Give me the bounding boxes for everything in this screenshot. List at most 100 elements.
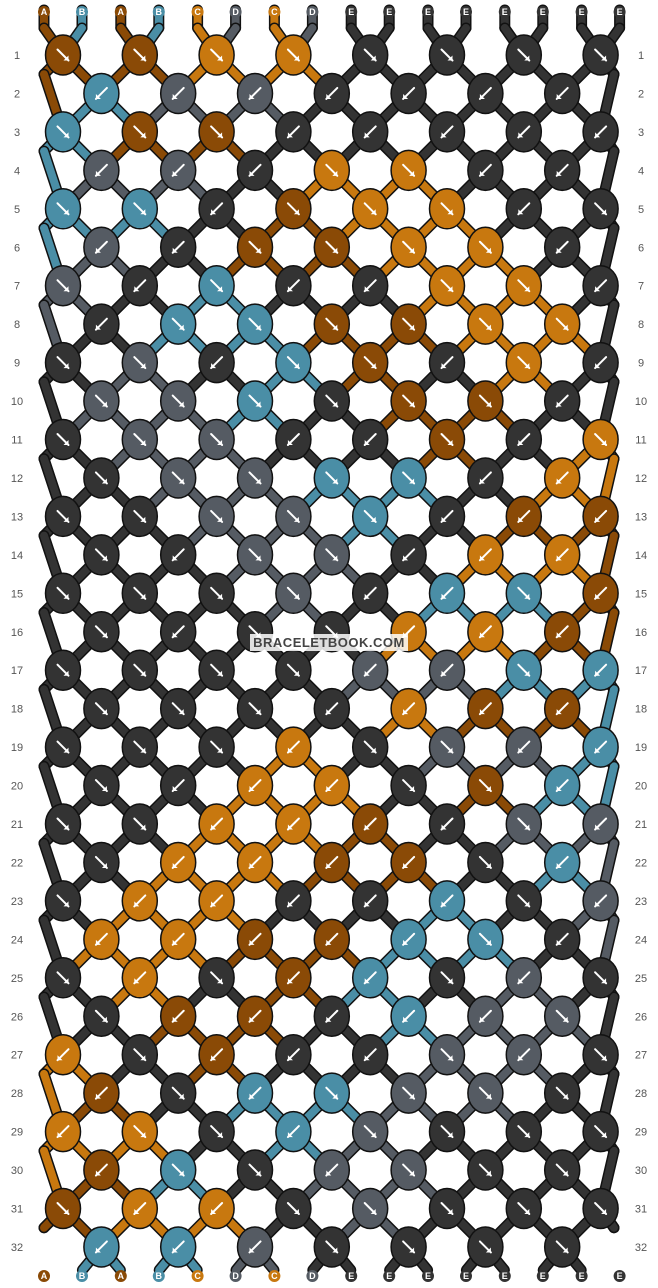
row-number-right: 2 [638,88,644,100]
arrow-head-icon [556,170,562,176]
row-number-left: 10 [11,396,23,408]
arrow-head-icon [562,1093,568,1099]
row-number-right: 19 [635,742,647,754]
row-number-right: 6 [638,242,644,254]
arrow-head-icon [211,824,217,830]
arrow-head-icon [140,132,146,138]
row-number-left: 17 [11,665,23,677]
arrow-head-icon [556,93,562,99]
arrow-head-icon [217,978,223,984]
arrow-head-icon [447,978,453,984]
arrow-head-icon [134,901,140,907]
arrow-head-icon [101,555,107,561]
arrow-head-icon [364,901,370,907]
arrow-head-icon [441,670,447,676]
row-number-left: 2 [14,88,20,100]
arrow-head-icon [287,1055,293,1061]
arrow-head-icon [63,978,69,984]
arrow-head-icon [217,670,223,676]
row-number-right: 7 [638,281,644,293]
arrow-head-icon [255,324,261,330]
arrow-head-icon [556,632,562,638]
arrow-head-icon [595,747,601,753]
arrow-head-icon [326,862,332,868]
arrow-head-icon [63,516,69,522]
strand-letter-badge [76,6,88,18]
arrow-head-icon [447,1132,453,1138]
strand-letter: E [348,7,354,17]
arrow-head-icon [524,1209,530,1214]
row-number-right: 27 [635,1050,647,1062]
arrow-head-icon [556,709,562,715]
strand-letter: A [41,7,48,17]
watermark-text: BRACELETBOOK.COM [253,635,405,650]
arrow-head-icon [101,632,107,638]
strand-letter-badge [536,1270,549,1282]
arrow-head-icon [562,1016,568,1022]
row-number-left: 31 [11,1204,23,1216]
row-number-left: 6 [14,242,20,254]
arrow-head-icon [409,324,415,330]
arrow-head-icon [441,824,447,830]
arrow-head-icon [409,1247,415,1253]
row-number-right: 15 [635,588,647,600]
row-number-right: 32 [635,1242,647,1254]
row-number-left: 14 [11,550,23,562]
arrow-head-icon [403,939,409,945]
arrow-head-icon [485,1247,491,1253]
arrow-head-icon [211,209,217,215]
arrow-head-icon [447,55,453,61]
row-number-left: 29 [11,1127,23,1139]
row-number-right: 12 [635,473,647,485]
arrow-head-icon [601,55,607,61]
arrow-head-icon [95,1170,101,1176]
row-number-right: 30 [635,1165,647,1177]
strand-letter: E [386,1271,392,1281]
arrow-head-icon [293,516,299,522]
arrow-head-icon [447,1209,453,1214]
row-number-right: 23 [635,896,647,908]
arrow-head-icon [140,1132,146,1138]
arrow-head-icon [293,670,299,676]
row-number-right: 28 [635,1088,647,1100]
arrow-head-icon [217,747,223,753]
arrow-head-icon [556,862,562,868]
arrow-head-icon [326,1170,332,1176]
arrow-head-icon [364,132,370,138]
strand-letter: E [502,7,508,17]
arrow-head-icon [249,170,255,176]
row-number-left: 5 [14,204,20,216]
arrow-head-icon [287,901,293,907]
strand-letter-badge [498,1270,511,1282]
row-number-right: 1 [638,50,644,62]
arrow-head-icon [332,324,338,330]
arrow-head-icon [178,709,184,715]
arrow-head-icon [217,440,223,445]
arrow-head-icon [101,1016,107,1022]
strand-letter: E [502,1271,508,1281]
strand-letter: E [617,1271,623,1281]
strand-letter: A [118,1271,125,1281]
row-number-right: 11 [635,435,646,447]
arrow-head-icon [447,747,453,753]
arrow-head-icon [178,324,184,330]
strand-letter-badge [114,1270,127,1282]
strand-letter: E [617,7,623,17]
row-number-right: 4 [638,165,644,177]
strand-letter-badge [152,1270,165,1282]
arrow-head-icon [556,478,562,484]
arrow-head-icon [287,824,293,830]
row-number-left: 8 [14,319,20,331]
strand-letter-badge [383,1270,396,1282]
arrow-head-icon [178,1170,184,1176]
arrow-head-icon [293,209,299,215]
strand-letter: E [579,1271,585,1281]
arrow-head-icon [63,209,69,215]
arrow-head-icon [326,93,332,99]
arrow-head-icon [255,1170,261,1176]
arrow-head-icon [217,1132,223,1138]
strand-letter-badge [575,6,588,18]
strand-letter-badge [613,6,626,18]
row-number-left: 12 [11,473,23,485]
arrow-head-icon [556,555,562,561]
